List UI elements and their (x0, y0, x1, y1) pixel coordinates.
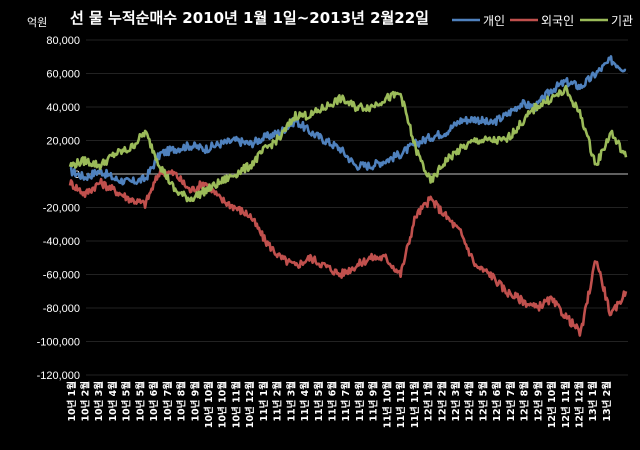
x-tick-label: 12년 3월 (450, 381, 462, 422)
x-tick-label: 12년 8월 (519, 381, 531, 422)
x-tick-label: 11년 2월 (272, 381, 284, 422)
x-tick-label: 13년 2월 (601, 381, 613, 422)
x-tick-label: 10년 11월 (230, 381, 242, 428)
y-tick-label: 60,000 (46, 69, 80, 81)
legend: 개인 외국인 기관 (452, 14, 633, 28)
x-tick-label: 10년 2월 (80, 381, 92, 422)
series-line-3 (68, 84, 628, 203)
x-tick-label: 11년 6월 (327, 381, 339, 422)
x-tick-label: 11년 11월 (395, 381, 407, 428)
x-tick-label: 12년 1월 (423, 381, 435, 422)
x-tick-label: 12년 6월 (491, 381, 503, 422)
y-tick-label: 20,000 (46, 136, 80, 148)
x-tick-label: 11년 5월 (313, 381, 325, 422)
y-axis-unit-label: 억원 (27, 16, 47, 29)
x-tick-label: 12년 4월 (464, 381, 476, 422)
x-tick-label: 10년 7월 (162, 381, 174, 422)
y-tick-label: -120,000 (37, 370, 80, 382)
x-tick-label: 11년 7월 (340, 381, 352, 422)
gridlines (86, 39, 628, 376)
x-tick-label: 10년 6월 (148, 381, 160, 422)
x-tick-label: 12년 2월 (436, 381, 448, 422)
x-tick-label: 11년 10월 (381, 381, 393, 428)
x-tick-label: 10년 10월 (217, 381, 229, 428)
x-tick-label: 11년 9월 (368, 381, 380, 422)
x-tick-label: 10년 8월 (176, 381, 188, 422)
y-tick-label: 40,000 (46, 102, 80, 114)
x-tick-label: 11년 1월 (258, 381, 270, 422)
y-tick-label: -20,000 (43, 203, 80, 215)
x-tick-label: 12년 5월 (477, 381, 489, 422)
x-tick-label: 10년 4월 (107, 381, 119, 422)
x-tick-label: 13년 1월 (587, 381, 599, 422)
x-axis-ticks: 10년 1월 10년 2월 10년 3월 10년 4월 10년 5월 10년 5월 10년 … (66, 381, 613, 428)
x-tick-label: 10년 3월 (93, 381, 105, 422)
x-tick-label: 11년 8월 (354, 381, 366, 422)
x-tick-label: 12년 11월 (560, 381, 572, 428)
series-line-2 (68, 166, 628, 337)
y-tick-label: -60,000 (43, 270, 80, 282)
x-tick-label: 11년 4월 (299, 381, 311, 422)
y-tick-label: 80,000 (46, 35, 80, 47)
x-tick-label: 12년 10월 (546, 381, 558, 428)
legend-label-2: 외국인 (541, 14, 574, 28)
y-tick-label: -80,000 (43, 303, 80, 315)
x-tick-label: 10년 5월 (121, 381, 133, 422)
legend-label-3: 기관 (611, 14, 633, 28)
x-tick-label: 11년 3월 (285, 381, 297, 422)
x-tick-label: 10년 1월 (66, 381, 78, 422)
chart-title: 선 물 누적순매수 2010년 1월 1일~2013년 2월22일 (70, 9, 429, 27)
x-tick-label: 10년 5월 (134, 381, 146, 422)
y-tick-label: -100,000 (37, 337, 80, 349)
legend-label-1: 개인 (483, 14, 505, 28)
series-lines (68, 55, 628, 337)
x-tick-label: 12년 12월 (573, 381, 585, 428)
x-tick-label: 10년 12월 (244, 381, 256, 428)
x-tick-label: 10년 10월 (203, 381, 215, 428)
x-tick-label: 10년 9월 (189, 381, 201, 422)
series-line-1 (69, 55, 627, 186)
x-tick-label: 12년 7월 (505, 381, 517, 422)
x-tick-label: 12년 9월 (532, 381, 544, 422)
y-tick-label: -40,000 (43, 236, 80, 248)
y-axis-ticks: 80,00060,00040,00020,0000-20,000-40,000-… (37, 35, 80, 382)
x-tick-label: 11년 11월 (409, 381, 421, 428)
